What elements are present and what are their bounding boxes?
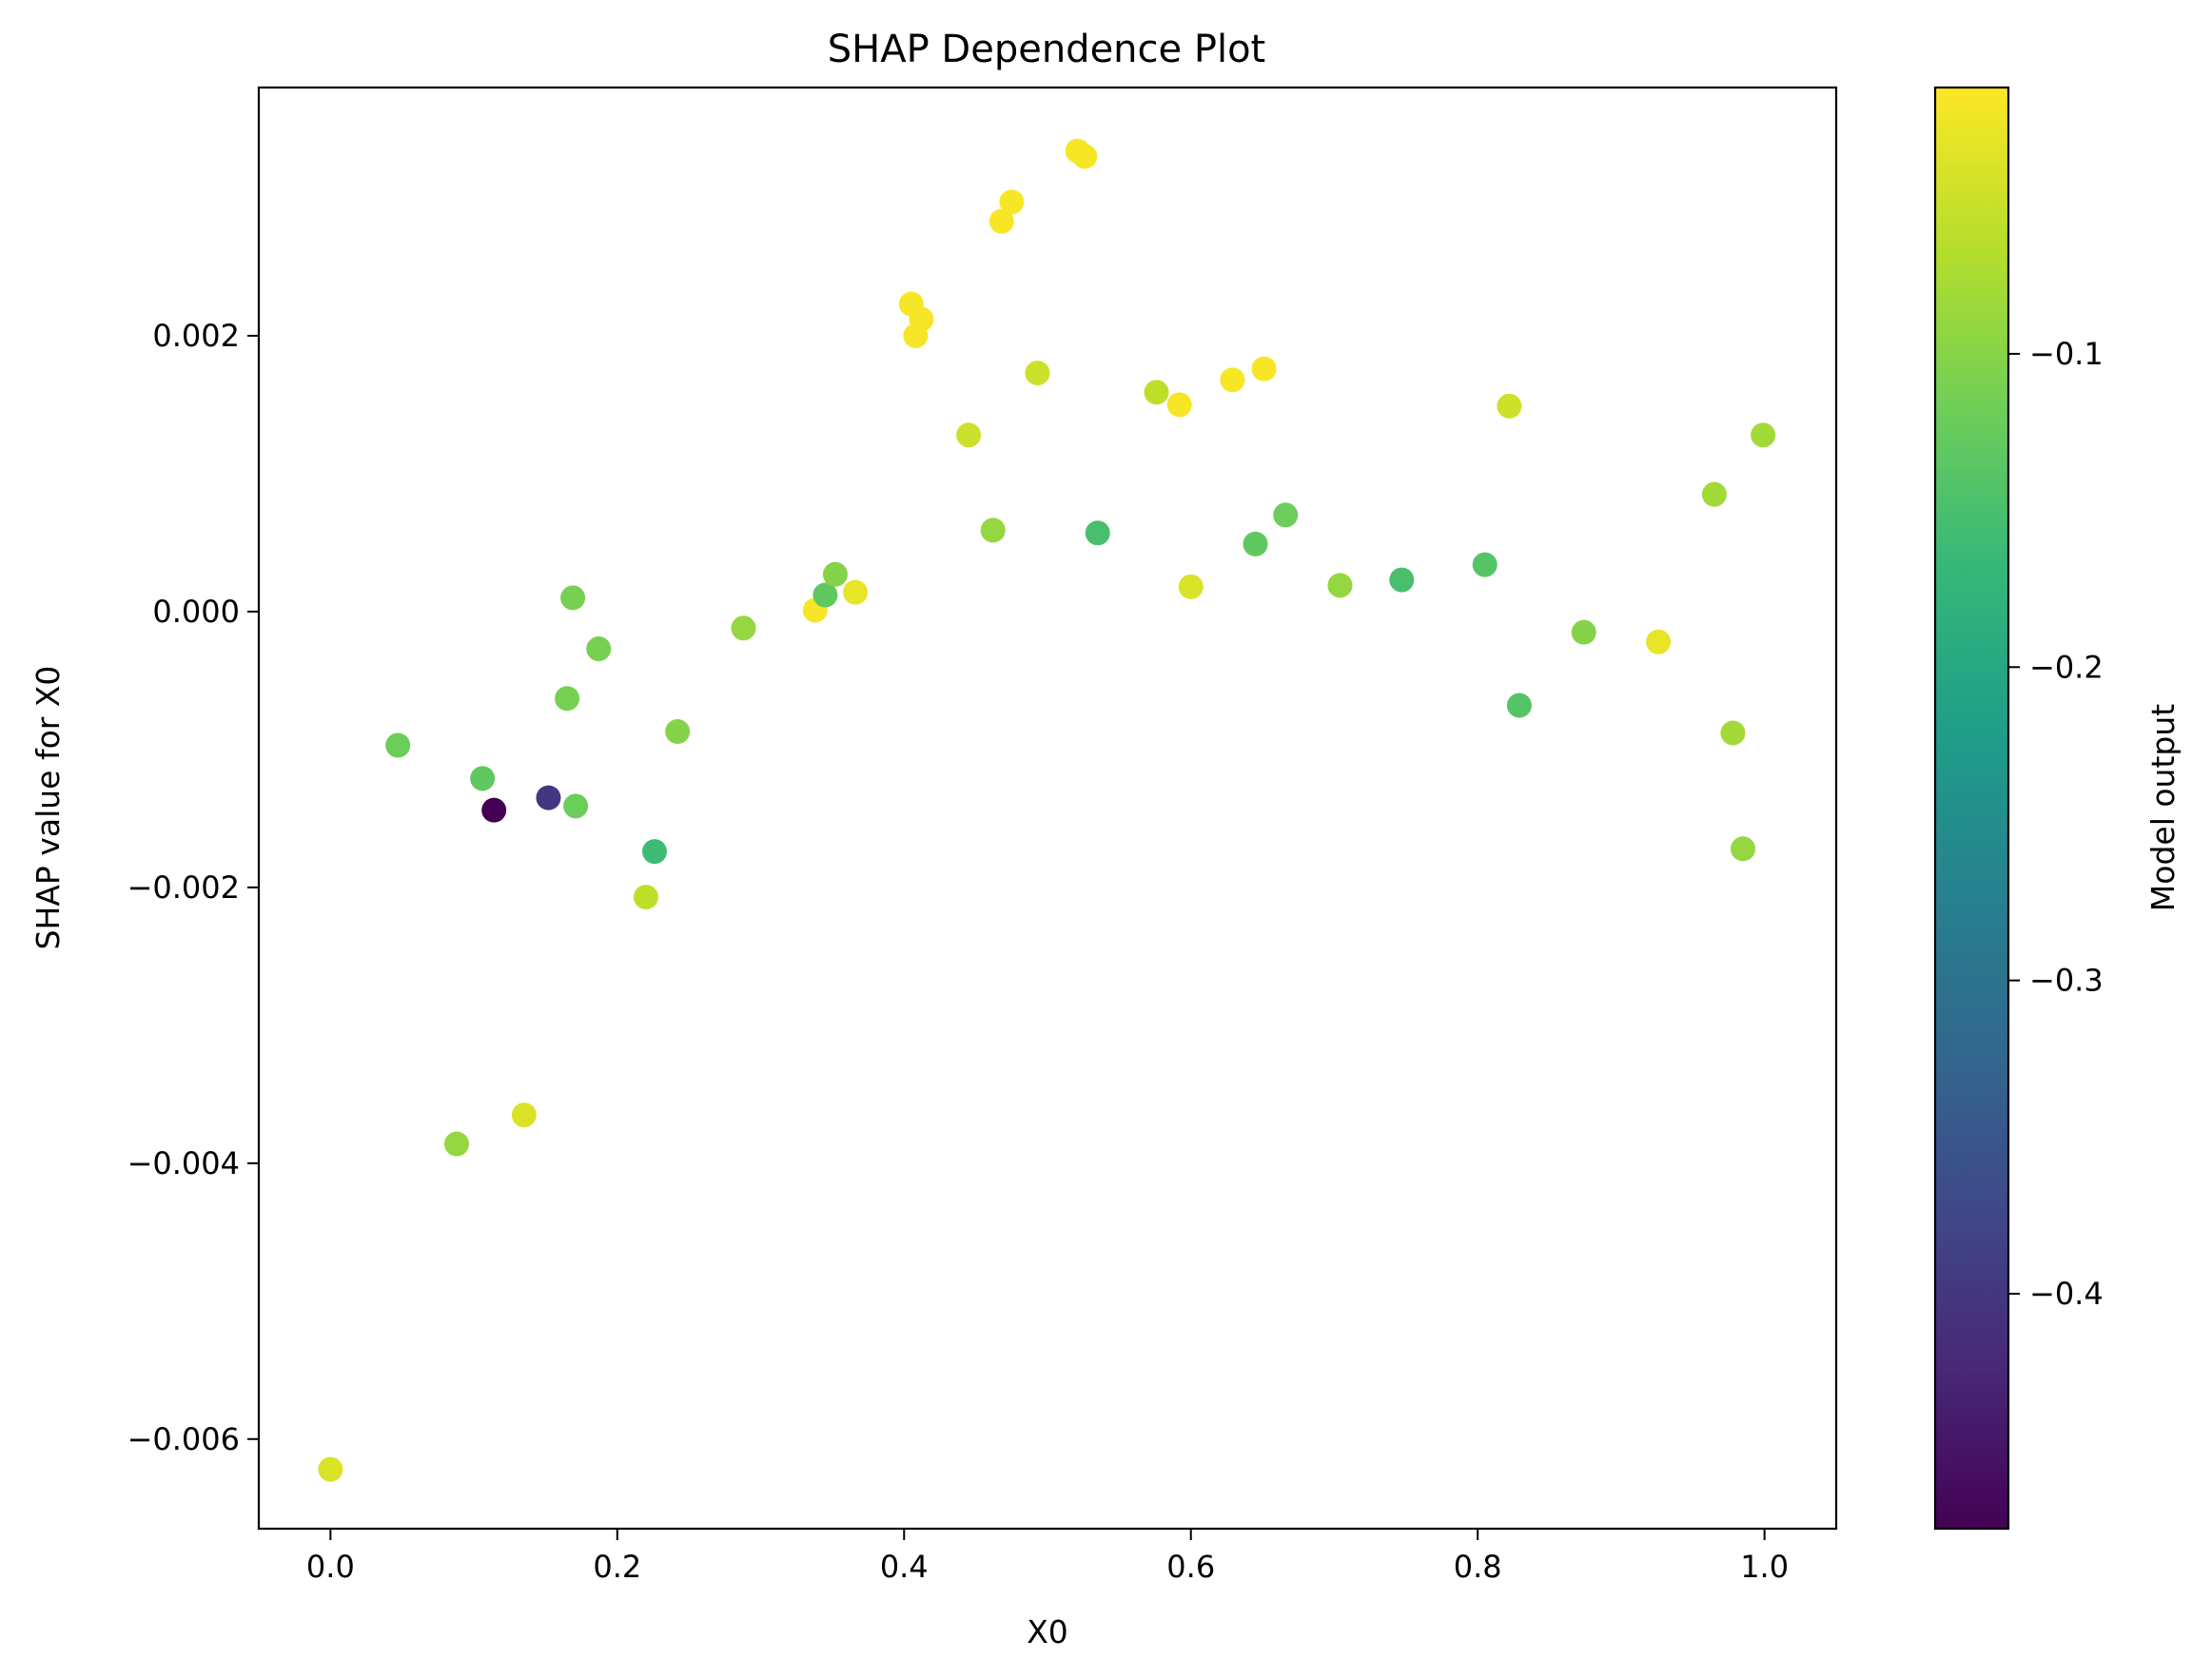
- scatter-point: [1472, 552, 1498, 577]
- x-tick-label: 0.4: [880, 1549, 929, 1585]
- colorbar-label: Model output: [2144, 704, 2182, 911]
- scatter-point: [665, 719, 691, 745]
- scatter-point: [980, 517, 1006, 543]
- scatter-point: [318, 1456, 343, 1482]
- scatter-point: [481, 797, 507, 823]
- y-tick-label: −0.002: [127, 869, 240, 906]
- x-axis-label: X0: [1027, 1613, 1068, 1650]
- colorbar-tick-label: −0.4: [2029, 1276, 2104, 1312]
- scatter-point: [1389, 567, 1415, 593]
- plot-frame: [257, 86, 1838, 1531]
- scatter-point: [1251, 356, 1277, 381]
- scatter-point: [1243, 531, 1268, 556]
- scatter-point: [1571, 619, 1596, 645]
- scatter-point: [555, 686, 580, 712]
- scatter-point: [1731, 836, 1756, 862]
- scatter-point: [536, 785, 561, 810]
- colorbar: [1933, 86, 2010, 1531]
- scatter-point: [1497, 393, 1522, 419]
- x-tick-label: 0.0: [306, 1549, 355, 1585]
- colorbar-tick-label: −0.2: [2029, 649, 2104, 685]
- scatter-point: [999, 189, 1025, 215]
- colorbar-ticks: −0.1 −0.2 −0.3 −0.4: [2008, 336, 2104, 1312]
- scatter-point: [1025, 361, 1050, 386]
- x-tick-label: 0.6: [1166, 1549, 1215, 1585]
- scatter-point: [812, 582, 838, 608]
- scatter-point: [909, 306, 934, 332]
- scatter-point: [586, 636, 612, 662]
- scatter-point: [1220, 367, 1245, 393]
- chart-title: SHAP Dependence Plot: [828, 28, 1266, 71]
- x-tick-label: 0.8: [1454, 1549, 1502, 1585]
- scatter-point: [1646, 629, 1672, 654]
- scatter-point: [822, 561, 848, 587]
- scatter-point: [1506, 693, 1532, 718]
- scatter-point: [989, 208, 1014, 234]
- y-axis-label: SHAP value for X0: [29, 666, 67, 950]
- scatter-point: [1144, 380, 1169, 405]
- y-axis-ticks: −0.006 −0.004 −0.002 0.000 0.002: [127, 318, 259, 1457]
- scatter-point: [1178, 574, 1204, 599]
- scatter-point: [511, 1103, 537, 1128]
- scatter-point: [444, 1131, 470, 1157]
- y-tick-label: 0.002: [152, 318, 240, 354]
- y-tick-label: −0.006: [127, 1421, 240, 1457]
- scatter-point: [1751, 422, 1776, 448]
- x-tick-label: 0.2: [593, 1549, 641, 1585]
- scatter-point: [560, 585, 586, 611]
- scatter-point: [642, 839, 668, 865]
- scatter-point: [956, 422, 982, 448]
- scatter-point: [843, 579, 869, 605]
- scatter-point: [1166, 392, 1192, 418]
- x-tick-label: 1.0: [1740, 1549, 1789, 1585]
- scatter-point: [1720, 720, 1746, 746]
- scatter-point: [1701, 481, 1727, 507]
- scatter-point: [731, 615, 756, 641]
- x-axis-ticks: 0.0 0.2 0.4 0.6 0.8 1.0: [306, 1529, 1789, 1585]
- colorbar-tick-label: −0.1: [2029, 336, 2104, 372]
- scatter-point: [470, 766, 496, 791]
- scatter-point: [1327, 573, 1353, 598]
- scatter-point: [1072, 144, 1098, 169]
- scatter-point: [563, 793, 589, 819]
- scatter-point: [1085, 520, 1110, 546]
- scatter-point: [1273, 502, 1299, 528]
- colorbar-tick-label: −0.3: [2029, 963, 2104, 999]
- scatter-point: [385, 732, 411, 758]
- y-tick-label: 0.000: [152, 594, 240, 630]
- y-tick-label: −0.004: [127, 1145, 240, 1181]
- scatter-points: [318, 138, 1776, 1482]
- scatter-point: [633, 885, 658, 910]
